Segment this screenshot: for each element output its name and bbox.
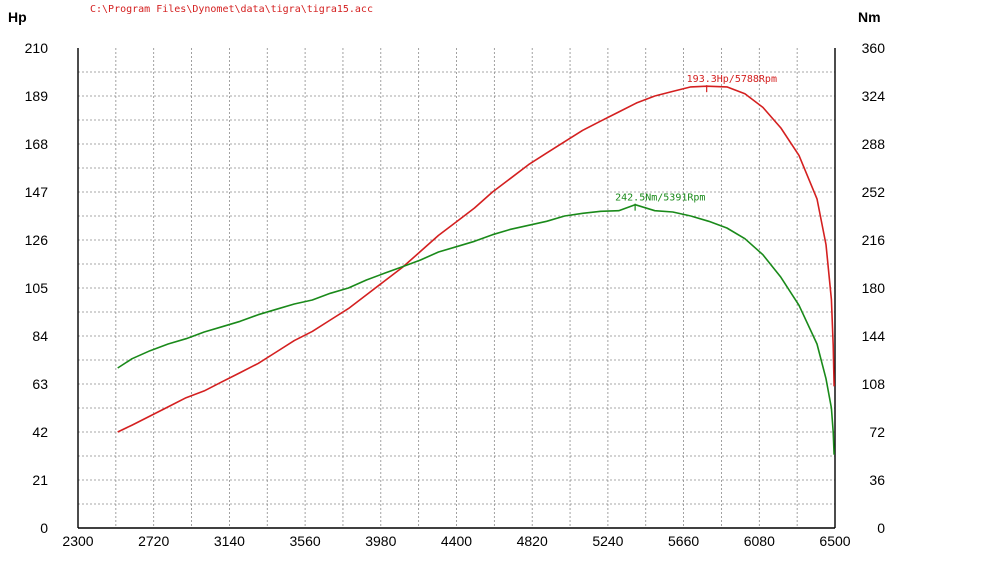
right-tick-label: 216 <box>862 232 886 248</box>
file-path: C:\Program Files\Dynomet\data\tigra\tigr… <box>90 4 373 15</box>
right-tick-label: 360 <box>862 40 886 56</box>
left-tick-label: 21 <box>32 472 48 488</box>
left-tick-label: 42 <box>32 424 48 440</box>
x-tick-label: 3980 <box>365 533 396 549</box>
left-tick-label: 168 <box>25 136 49 152</box>
x-tick-label: 6080 <box>744 533 775 549</box>
left-tick-label: 210 <box>25 40 49 56</box>
x-tick-label: 2720 <box>138 533 169 549</box>
power-peak-label: 193.3Hp/5788Rpm <box>687 74 777 85</box>
left-axis-ticks: 0 21 42 63 84 105 126 147 168 189 210 <box>25 40 49 536</box>
right-tick-label: 108 <box>862 376 886 392</box>
right-tick-label: 252 <box>862 184 886 200</box>
x-tick-label: 6500 <box>819 533 850 549</box>
x-tick-label: 4400 <box>441 533 472 549</box>
left-axis-unit: Hp <box>8 9 27 25</box>
grid-lines <box>78 48 835 528</box>
left-tick-label: 147 <box>25 184 49 200</box>
left-tick-label: 84 <box>32 328 48 344</box>
right-tick-label: 324 <box>862 88 886 104</box>
right-axis-unit: Nm <box>858 9 881 25</box>
left-tick-label: 126 <box>25 232 49 248</box>
right-axis-ticks: 0 36 72 108 144 180 216 252 288 324 360 <box>862 40 886 536</box>
left-tick-label: 105 <box>25 280 49 296</box>
right-tick-label: 180 <box>862 280 886 296</box>
x-tick-label: 3140 <box>214 533 245 549</box>
power-curve <box>117 85 835 433</box>
left-tick-label: 0 <box>40 520 48 536</box>
x-tick-label: 5660 <box>668 533 699 549</box>
right-tick-label: 0 <box>877 520 885 536</box>
x-tick-label: 4820 <box>517 533 548 549</box>
x-tick-label: 3560 <box>290 533 321 549</box>
x-axis-ticks: 2300 2720 3140 3560 3980 4400 4820 5240 5660 6080… <box>62 533 850 549</box>
right-tick-label: 144 <box>862 328 886 344</box>
x-tick-label: 2300 <box>62 533 93 549</box>
torque-peak-label: 242.5Nm/5391Rpm <box>615 193 705 204</box>
right-tick-label: 72 <box>869 424 885 440</box>
left-tick-label: 189 <box>25 88 49 104</box>
right-tick-label: 288 <box>862 136 886 152</box>
x-tick-label: 5240 <box>592 533 623 549</box>
series-layer <box>117 85 835 455</box>
left-tick-label: 63 <box>32 376 48 392</box>
torque-curve <box>117 203 835 455</box>
axes <box>77 48 836 529</box>
peak-annotations: 193.3Hp/5788Rpm 242.5Nm/5391Rpm <box>615 74 777 211</box>
right-tick-label: 36 <box>869 472 885 488</box>
